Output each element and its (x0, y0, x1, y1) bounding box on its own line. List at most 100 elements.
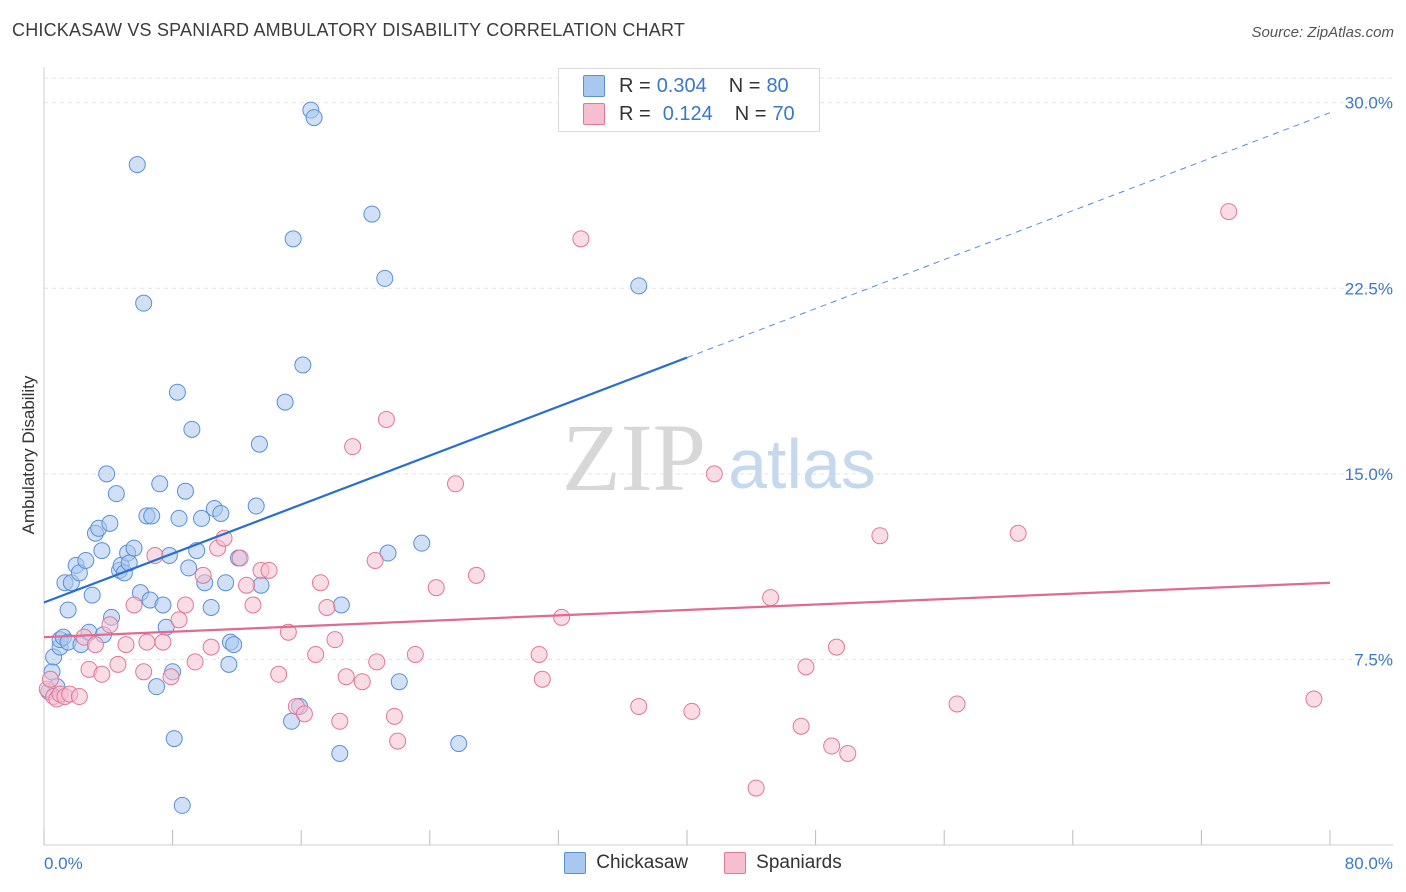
spaniards-point (93, 665, 111, 683)
legend-item-spaniards[interactable]: Spaniards (724, 852, 842, 874)
chickasaw-point (180, 559, 198, 577)
chickasaw-point (413, 534, 431, 552)
spaniards-point (747, 779, 765, 797)
chickasaw-point (93, 542, 111, 560)
spaniards-point (41, 670, 59, 688)
chickasaw-point (165, 730, 183, 748)
chickasaw-point (107, 485, 125, 503)
legend-r-value: 0.124 (662, 102, 713, 125)
legend-r-label: R = (619, 74, 651, 97)
spaniards-point (109, 655, 127, 673)
chickasaw-point (294, 356, 312, 374)
spaniards-point (318, 598, 336, 616)
chickasaw-trend-line (43, 356, 688, 604)
spaniards-point (792, 717, 810, 735)
spaniards-point (231, 549, 249, 567)
chickasaw-point (193, 509, 211, 527)
legend-r-label: R = (619, 102, 651, 125)
spaniards-point (630, 697, 648, 715)
spaniards-point (871, 527, 889, 545)
spaniards-point (377, 410, 395, 428)
spaniards-point (762, 589, 780, 607)
legend-swatch-spaniards (724, 852, 747, 874)
chickasaw-trend-line-extension (686, 112, 1331, 359)
chickasaw-point (59, 601, 77, 619)
spaniards-point (270, 665, 288, 683)
spaniards-point (797, 658, 815, 676)
chart-title: CHICKASAW VS SPANIARD AMBULATORY DISABIL… (12, 20, 686, 40)
spaniards-point (238, 576, 256, 594)
watermark-atlas: atlas (728, 425, 876, 503)
spaniards-point (260, 561, 278, 579)
y-tick-label: 30.0% (1345, 94, 1393, 113)
spaniards-point (353, 673, 371, 691)
chickasaw-point (305, 109, 323, 127)
spaniards-point (154, 633, 172, 651)
legend-r-value: 0.304 (656, 74, 707, 97)
spaniards-point (295, 705, 313, 723)
spaniards-point (389, 732, 407, 750)
chickasaw-point (217, 574, 235, 592)
spaniards-point (326, 631, 344, 649)
spaniards-point (406, 645, 424, 663)
legend-swatch-chickasaw (583, 75, 605, 97)
spaniards-point (70, 688, 88, 706)
spaniards-point (279, 623, 297, 641)
spaniards-point (368, 653, 386, 671)
spaniards-point (176, 596, 194, 614)
spaniards-point (385, 707, 403, 725)
legend-n-label: N = (734, 102, 767, 125)
spaniards-point (138, 633, 156, 651)
spaniards-point (572, 230, 590, 248)
y-tick-label: 7.5% (1354, 650, 1393, 669)
chickasaw-point (250, 435, 268, 453)
watermark-zip: ZIP (562, 404, 706, 511)
chickasaw-point (143, 507, 161, 525)
chickasaw-point (83, 586, 101, 604)
spaniards-point (202, 638, 220, 656)
chickasaw-point (168, 383, 186, 401)
legend-n-label: N = (728, 74, 761, 97)
chickasaw-point (183, 420, 201, 438)
legend-item-chickasaw[interactable]: Chickasaw (564, 852, 688, 874)
chickasaw-point (331, 744, 349, 762)
spaniards-point (467, 566, 485, 584)
series-legend: Chickasaw Spaniards (0, 852, 1406, 874)
axes: 7.5% 15.0% 22.5% 30.0% (43, 67, 1393, 846)
spaniards-point (215, 529, 233, 547)
spaniards-point (948, 695, 966, 713)
watermark: ZIP atlas (562, 404, 876, 511)
chickasaw-point (363, 205, 381, 223)
chickasaw-point (390, 673, 408, 691)
spaniards-point (366, 551, 384, 569)
spaniards-point (1220, 203, 1238, 221)
spaniards-point (1305, 690, 1323, 708)
spaniards-point (1009, 524, 1027, 542)
legend-swatch-spaniards (583, 103, 605, 125)
legend-label-chickasaw: Chickasaw (596, 852, 689, 873)
chickasaw-point (128, 156, 146, 174)
chickasaw-point (252, 576, 270, 594)
spaniards-point (311, 574, 329, 592)
chickasaw-point (332, 596, 350, 614)
spaniards-point (307, 645, 325, 663)
spaniards-point (125, 596, 143, 614)
chickasaw-point (450, 735, 468, 753)
trend-lines (43, 112, 1331, 639)
spaniards-point (553, 608, 571, 626)
data-points (38, 101, 1323, 814)
spaniards-point (705, 465, 723, 483)
spaniards-point (533, 670, 551, 688)
stats-legend: R = 0.304 N = 80 R = 0.124 N = 70 (558, 68, 820, 132)
chickasaw-point (225, 636, 243, 654)
spaniards-point (344, 438, 362, 456)
y-axis-label: Ambulatory Disability (19, 375, 38, 534)
spaniards-point (331, 712, 349, 730)
chickasaw-point (247, 497, 265, 515)
chickasaw-point (77, 551, 95, 569)
spaniards-point (186, 653, 204, 671)
chickasaw-point (125, 539, 143, 557)
chickasaw-point (202, 598, 220, 616)
legend-row-spaniards: R = 0.124 N = 70 (583, 101, 795, 127)
chickasaw-point (98, 465, 116, 483)
